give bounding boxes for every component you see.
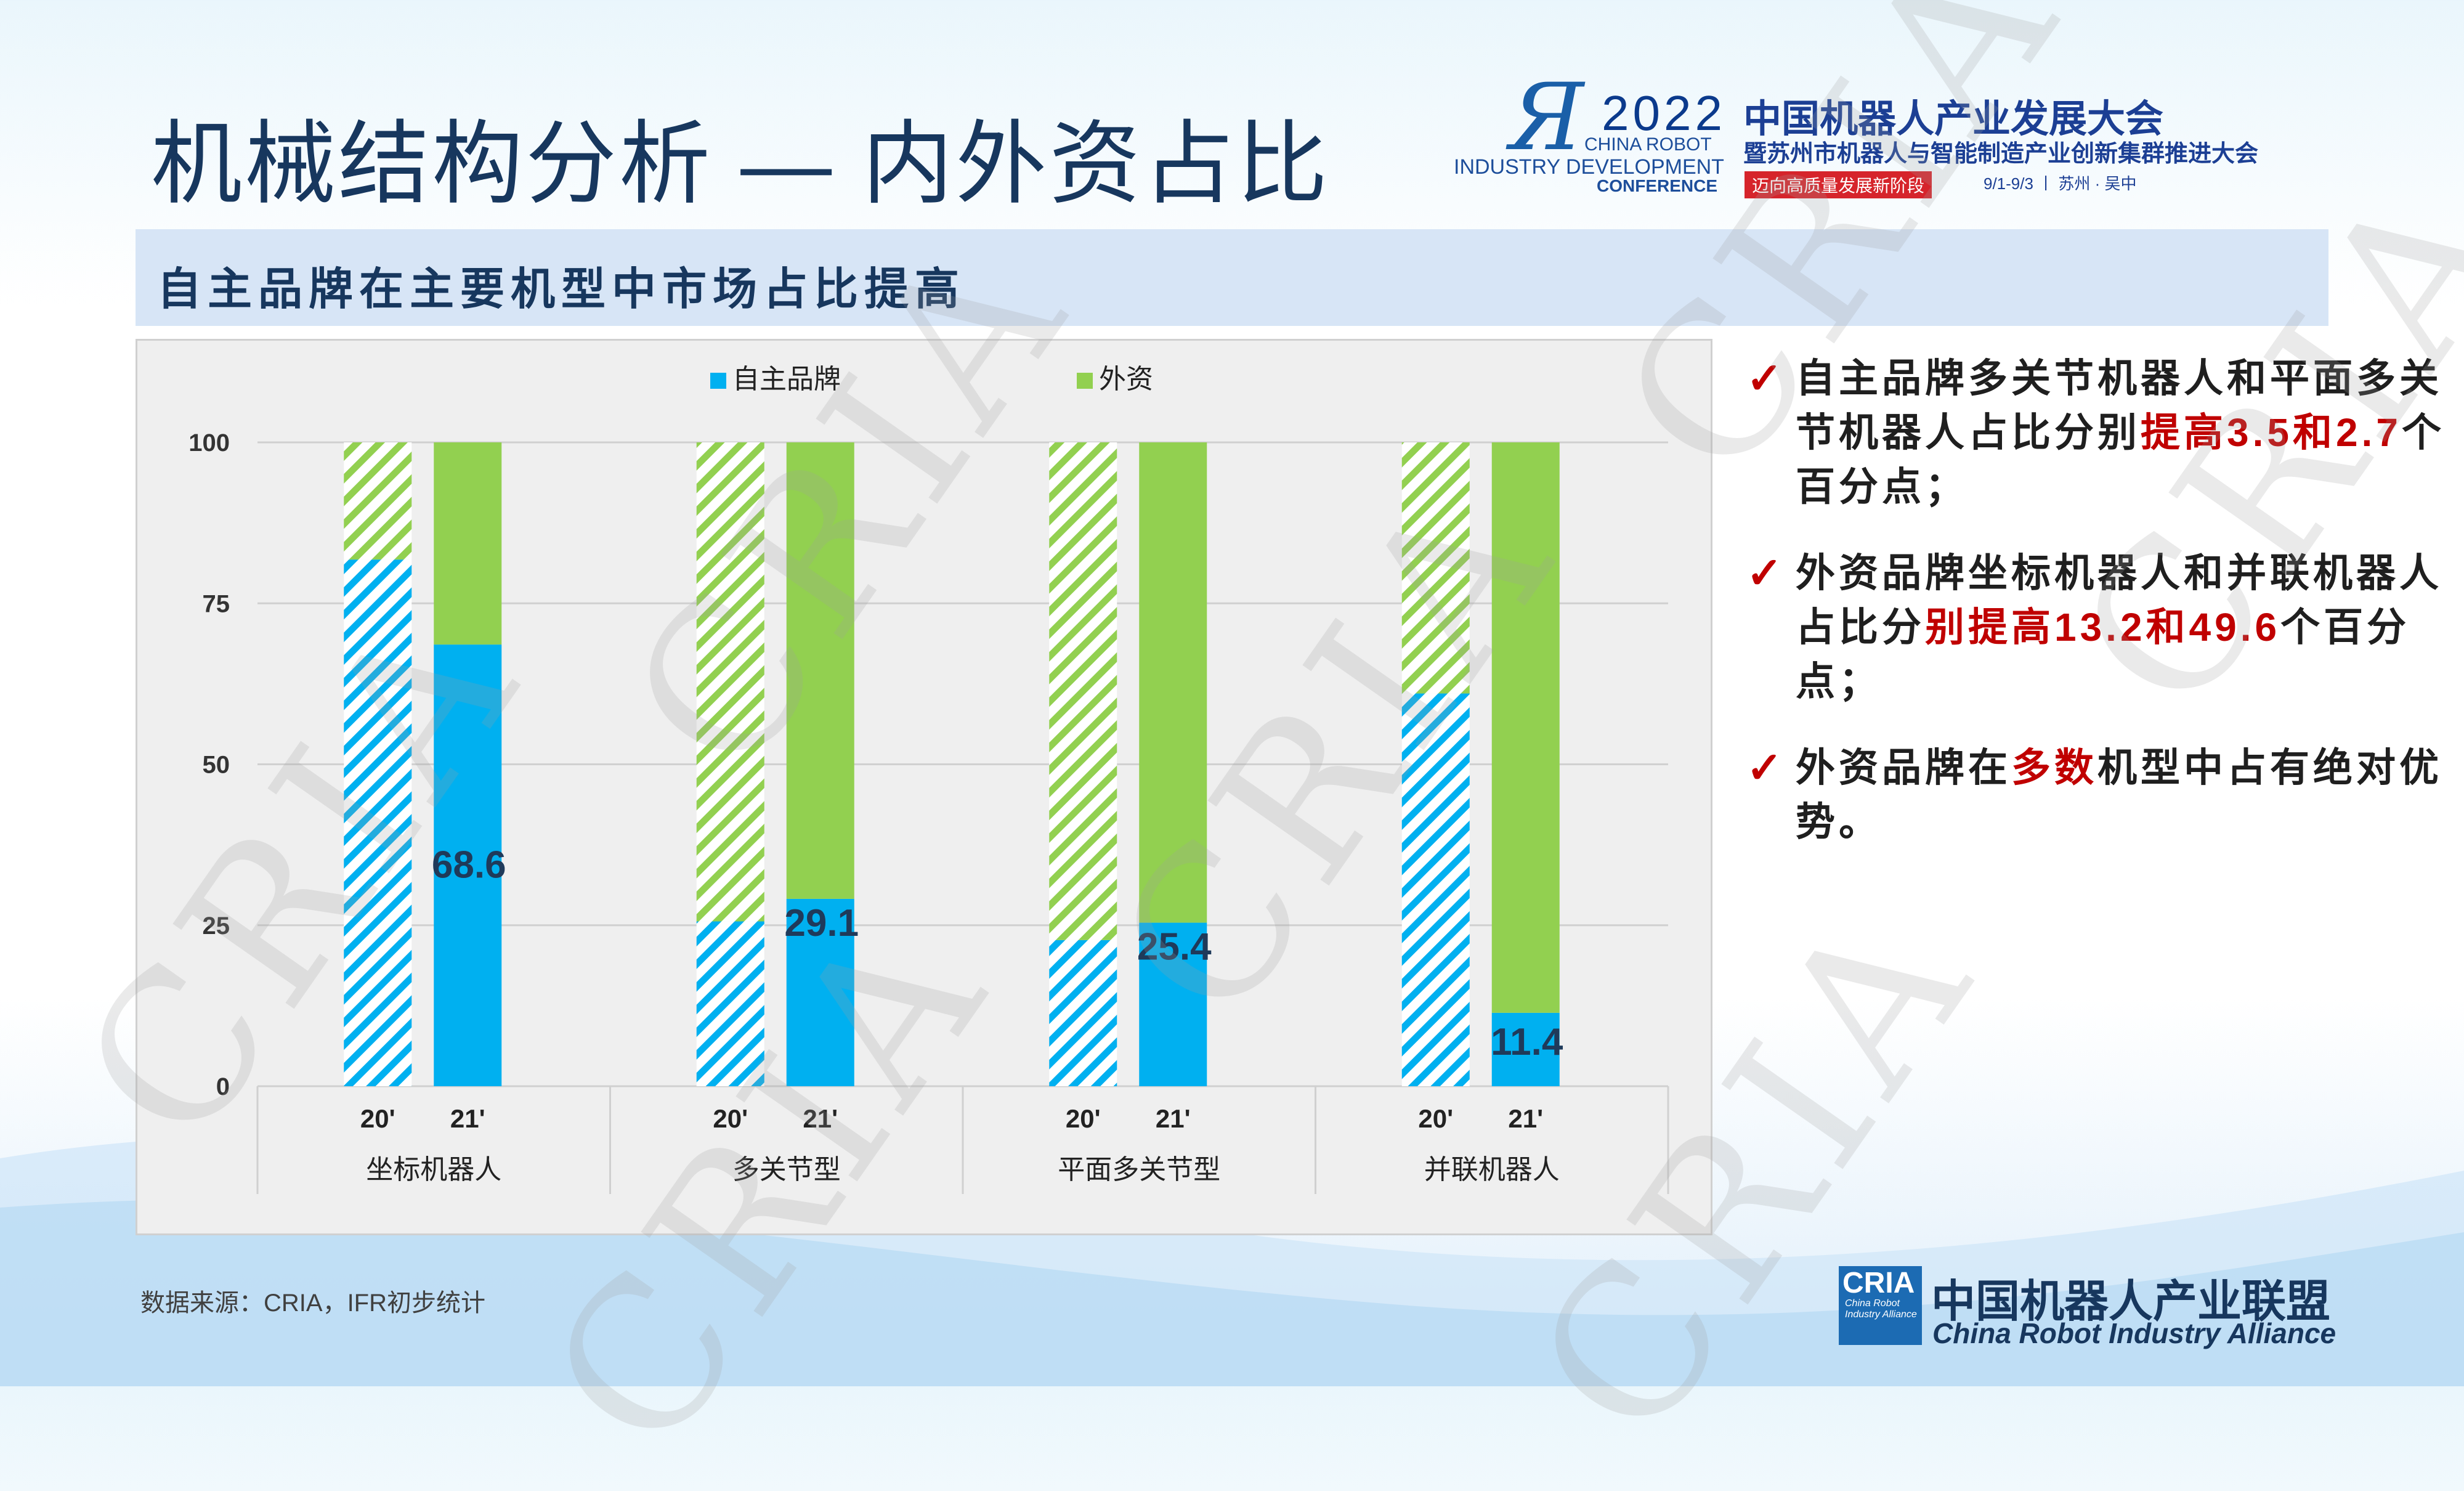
data-label: 29.1: [784, 902, 859, 945]
bullet-highlight: 多数: [2011, 746, 2097, 790]
x-category-label: 坐标机器人: [366, 1155, 501, 1185]
data-label: 68.6: [432, 844, 506, 887]
x-subcategory-label: 20': [1418, 1104, 1453, 1133]
data-source: 数据来源：CRIA，IFR初步统计: [140, 1290, 485, 1317]
stacked-bar-chart: 0 25 50 75 100 68.6 20' 21' 坐标机器人 29.1 20' 21' 多关节型 2…: [188, 364, 1669, 1194]
bar-domestic-21: [1491, 1012, 1560, 1086]
section-subtitle: 自主品牌在主要机型中市场占比提高: [157, 265, 966, 314]
y-tick-label: 0: [216, 1073, 230, 1100]
conference-logo: Я 2022 CHINA ROBOT INDUSTRY DEVELOPMENT …: [1441, 62, 2328, 203]
page-title: 机械结构分析 — 内外资占比: [151, 113, 1331, 215]
bar-foreign-21: [1139, 442, 1207, 923]
x-category-label: 平面多关节型: [1058, 1155, 1220, 1185]
subtitle-bar: 自主品牌在主要机型中市场占比提高: [136, 229, 2328, 326]
bar-domestic-21: [1139, 922, 1207, 1086]
y-tick-label: 75: [203, 590, 230, 617]
x-subcategory-label: 21': [1508, 1104, 1543, 1133]
conference-emblem-icon: Я: [1509, 64, 1584, 171]
alliance-logo: CRIA China Robot Industry Alliance 中国机器人…: [1839, 1260, 2455, 1352]
bar-foreign-21: [434, 442, 502, 645]
logo-slogan: 迈向高质量发展新阶段: [1745, 171, 1932, 198]
legend-swatch: [710, 373, 726, 389]
y-tick-label: 100: [188, 429, 230, 457]
bar-foreign-20: [1401, 442, 1470, 694]
bar-domestic-20: [696, 921, 764, 1086]
bar-foreign-20: [344, 442, 412, 560]
checkmark-icon: ✓: [1746, 744, 1786, 792]
x-subcategory-label: 20': [360, 1104, 395, 1133]
x-subcategory-label: 20': [713, 1104, 748, 1133]
x-category-label: 多关节型: [732, 1155, 841, 1185]
bullet-text: 个百分点；: [1796, 605, 2410, 704]
bullet-text: 机型中占有绝对优势。: [1796, 746, 2442, 844]
logo-en-line1: CHINA ROBOT: [1584, 134, 1712, 155]
bullet-text: 外资品牌坐标机器人和并联机器人占比分: [1796, 551, 2442, 649]
logo-cn-title: 中国机器人产业发展大会: [1743, 98, 2164, 140]
x-subcategory-label: 21': [450, 1104, 485, 1133]
alliance-cn-name: 中国机器人产业联盟: [1931, 1277, 2331, 1326]
bar-foreign-21: [1491, 442, 1560, 1013]
bullet-item: ✓ 自主品牌多关节机器人和平面多关节机器人占比分别提高3.5和2.7个百分点；: [1746, 351, 2449, 514]
bullet-highlight: 别提高13.2和49.6: [1925, 605, 2281, 649]
logo-year: 2022: [1602, 86, 1726, 140]
legend-label: 外资: [1099, 364, 1153, 394]
chart-panel: 0 25 50 75 100 68.6 20' 21' 坐标机器人 29.1 20' 21' 多关节型 2…: [136, 339, 1712, 1235]
legend-label: 自主品牌: [732, 364, 841, 394]
bar-domestic-20: [344, 559, 412, 1086]
bullet-text: 外资品牌在: [1796, 746, 2011, 790]
logo-en-line2: INDUSTRY DEVELOPMENT: [1454, 155, 1724, 179]
bar-domestic-21: [786, 898, 854, 1086]
x-subcategory-label: 21': [1156, 1104, 1191, 1133]
data-label: 11.4: [1491, 1021, 1563, 1063]
x-subcategory-label: 20': [1066, 1104, 1101, 1133]
cria-badge: CRIA China Robot Industry Alliance: [1839, 1266, 1922, 1345]
bullet-highlight: 提高3.5和2.7: [2141, 410, 2402, 455]
legend-swatch: [1077, 373, 1093, 389]
y-tick-label: 50: [203, 752, 230, 779]
cria-abbr-sub: China Robot Industry Alliance: [1845, 1298, 1917, 1320]
bar-foreign-21: [786, 442, 854, 899]
checkmark-icon: ✓: [1746, 354, 1786, 402]
bar-foreign-20: [1049, 442, 1117, 940]
bar-domestic-20: [1401, 693, 1470, 1086]
logo-cn-subtitle: 暨苏州市机器人与智能制造产业创新集群推进大会: [1743, 141, 2259, 167]
y-tick-label: 25: [203, 912, 230, 940]
data-label: 25.4: [1137, 926, 1212, 969]
checkmark-icon: ✓: [1746, 549, 1786, 597]
bar-domestic-20: [1049, 940, 1117, 1086]
bullet-text: 个百分点；: [1796, 410, 2445, 509]
bullet-item: ✓ 外资品牌坐标机器人和并联机器人占比分别提高13.2和49.6个百分点；: [1746, 546, 2449, 709]
bar-domestic-21: [434, 644, 502, 1086]
x-subcategory-label: 21': [803, 1104, 838, 1133]
bullet-text: 自主品牌多关节机器人和平面多关节机器人占比分别: [1796, 356, 2442, 455]
bar-foreign-20: [696, 442, 764, 922]
alliance-en-name: China Robot Industry Alliance: [1932, 1317, 2336, 1349]
bullet-item: ✓ 外资品牌在多数机型中占有绝对优势。: [1746, 741, 2449, 849]
cria-abbr: CRIA: [1842, 1267, 1915, 1299]
logo-date: 9/1-9/3 丨 苏州 · 吴中: [1984, 174, 2137, 193]
x-category-label: 并联机器人: [1424, 1155, 1560, 1185]
bullet-list: ✓ 自主品牌多关节机器人和平面多关节机器人占比分别提高3.5和2.7个百分点； …: [1746, 351, 2449, 881]
logo-en-line3: CONFERENCE: [1597, 176, 1718, 195]
